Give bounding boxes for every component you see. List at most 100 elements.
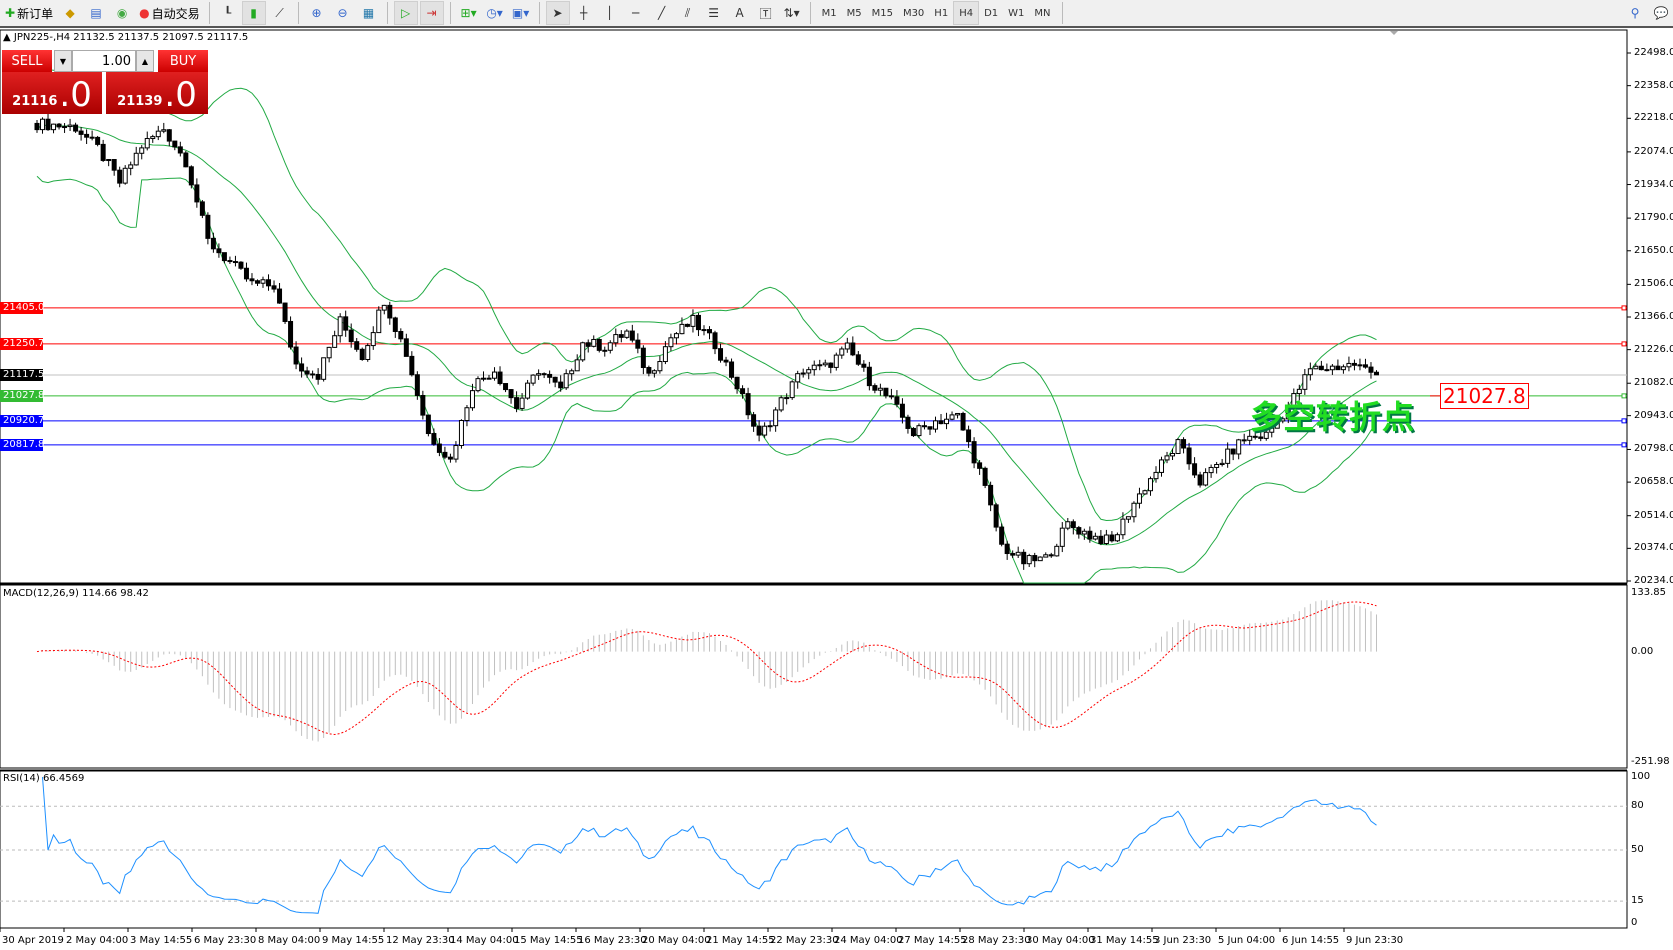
bullish-candle xyxy=(480,377,486,380)
lot-size-input[interactable]: 1.00 xyxy=(72,50,136,72)
sell-price[interactable]: 21116.0 xyxy=(2,72,102,114)
time-axis-label: 8 May 04:00 xyxy=(258,935,321,946)
bearish-candle xyxy=(514,397,520,409)
bullish-candle xyxy=(607,342,613,351)
timeframe-m5[interactable]: M5 xyxy=(846,7,862,19)
bullish-candle xyxy=(662,346,668,363)
bearish-candle xyxy=(293,346,299,365)
separator xyxy=(1061,2,1063,24)
bollinger-lower-band xyxy=(36,175,1377,584)
bullish-candle xyxy=(51,123,57,131)
time-axis-label: 31 May 14:55 xyxy=(1090,935,1159,946)
bearish-candle xyxy=(1324,369,1330,372)
zoom-out-button[interactable]: ⊖ xyxy=(331,1,355,25)
bullish-candle xyxy=(1059,527,1065,547)
lot-decrease-button[interactable]: ▼ xyxy=(54,50,72,72)
new-order-button[interactable]: ✚ 新订单 xyxy=(5,6,54,21)
separator xyxy=(208,2,210,24)
timeframe-w1[interactable]: W1 xyxy=(1008,7,1025,19)
bullish-candle xyxy=(1263,431,1269,439)
bearish-candle xyxy=(596,338,602,351)
bearish-candle xyxy=(966,429,972,443)
time-axis-label: 27 May 14:55 xyxy=(898,935,967,946)
bullish-candle xyxy=(1313,365,1319,370)
autoscroll-button[interactable]: ▷ xyxy=(393,1,418,25)
bullish-candle xyxy=(811,364,817,371)
bullish-candle xyxy=(1274,420,1280,429)
bearish-candle xyxy=(277,288,283,304)
terminal-button[interactable]: ▤ xyxy=(84,1,108,25)
periods-button[interactable]: ◷▾ xyxy=(483,1,507,25)
bearish-candle xyxy=(166,129,172,142)
bearish-candle xyxy=(1021,551,1027,565)
text-label-button[interactable]: 🅃 xyxy=(754,1,778,25)
equidistant-channel-button[interactable]: ⫽ xyxy=(676,1,700,25)
bearish-candle xyxy=(508,389,514,399)
bullish-candle xyxy=(1147,478,1153,492)
annotation-text[interactable]: 多空转折点 xyxy=(1250,398,1416,436)
vertical-line-button[interactable]: │ xyxy=(598,1,622,25)
bullish-candle xyxy=(574,359,580,372)
bullish-candle xyxy=(381,304,387,311)
time-axis-label: 16 May 23:30 xyxy=(578,935,647,946)
sell-button[interactable]: SELL xyxy=(2,50,52,72)
bearish-candle xyxy=(734,376,740,390)
timeframe-mn[interactable]: MN xyxy=(1034,7,1051,19)
indicators-button[interactable]: ⊞▾ xyxy=(457,1,481,25)
chat-button[interactable]: 💬 xyxy=(1649,1,1673,25)
bullish-candle xyxy=(839,348,845,356)
bar-chart-button[interactable]: ┖ xyxy=(216,1,240,25)
text-button[interactable]: A xyxy=(728,1,752,25)
bearish-candle xyxy=(100,143,106,161)
bearish-candle xyxy=(387,304,393,319)
bullish-candle xyxy=(916,425,922,437)
bullish-candle xyxy=(806,369,812,374)
separator xyxy=(538,2,540,24)
bullish-candle xyxy=(569,370,575,375)
timeframe-h1[interactable]: H1 xyxy=(934,7,949,19)
zoom-in-icon: ⊕ xyxy=(311,6,322,20)
lot-increase-button[interactable]: ▲ xyxy=(136,50,154,72)
separator xyxy=(809,2,811,24)
bearish-candle xyxy=(221,252,227,262)
main-chart-frame xyxy=(0,29,1628,584)
crosshair-button[interactable]: ┼ xyxy=(572,1,596,25)
auto-trading-button[interactable]: ● 自动交易 xyxy=(139,6,200,21)
timeframe-m1[interactable]: M1 xyxy=(821,7,837,19)
timeframe-h4[interactable]: H4 xyxy=(953,1,980,25)
horizontal-line-button[interactable]: ─ xyxy=(624,1,648,25)
bearish-candle xyxy=(78,130,84,135)
timeframe-m15[interactable]: M15 xyxy=(871,7,893,19)
navigator-button[interactable]: ◆ xyxy=(58,1,82,25)
fibonacci-button[interactable]: ☰ xyxy=(702,1,726,25)
bearish-candle xyxy=(695,314,701,331)
price-axis-label: 22358.0 xyxy=(1634,79,1673,91)
buy-price[interactable]: 21139.0 xyxy=(106,72,208,114)
bullish-candle xyxy=(464,407,470,422)
buy-button[interactable]: BUY xyxy=(158,50,208,72)
time-axis-label: 5 Jun 04:00 xyxy=(1218,935,1276,946)
cursor-button[interactable]: ➤ xyxy=(545,1,570,25)
bullish-candle xyxy=(1285,406,1291,420)
timeframe-d1[interactable]: D1 xyxy=(984,7,999,19)
trendline-button[interactable]: ╱ xyxy=(650,1,674,25)
annotation-price-label[interactable]: 21027.8 xyxy=(1440,383,1529,409)
templates-button[interactable]: ▣▾ xyxy=(509,1,533,25)
search-button[interactable]: ⚲ xyxy=(1623,1,1647,25)
bearish-candle xyxy=(899,403,905,418)
tile-windows-button[interactable]: ▦ xyxy=(357,1,381,25)
chart-shift-button[interactable]: ⇥ xyxy=(419,1,444,25)
timeframe-m30[interactable]: M30 xyxy=(902,7,925,19)
line-chart-button[interactable]: ⟋ xyxy=(268,1,292,25)
bullish-candle xyxy=(1131,502,1137,518)
arrows-button[interactable]: ⇅▾ xyxy=(780,1,804,25)
signal-icon: ◉ xyxy=(116,6,128,20)
time-axis-label: 24 May 04:00 xyxy=(834,935,903,946)
bullish-candle xyxy=(321,357,327,380)
signals-button[interactable]: ◉ xyxy=(110,1,134,25)
toolbar: ✚ 新订单 ◆ ▤ ◉ ● 自动交易 ┖ ▮ ⟋ ⊕ ⊖ ▦ ▷ ⇥ ⊞▾ ◷▾ ▣… xyxy=(0,0,1673,28)
zoom-in-button[interactable]: ⊕ xyxy=(305,1,329,25)
bearish-candle xyxy=(299,363,305,372)
candlestick-button[interactable]: ▮ xyxy=(241,1,266,25)
